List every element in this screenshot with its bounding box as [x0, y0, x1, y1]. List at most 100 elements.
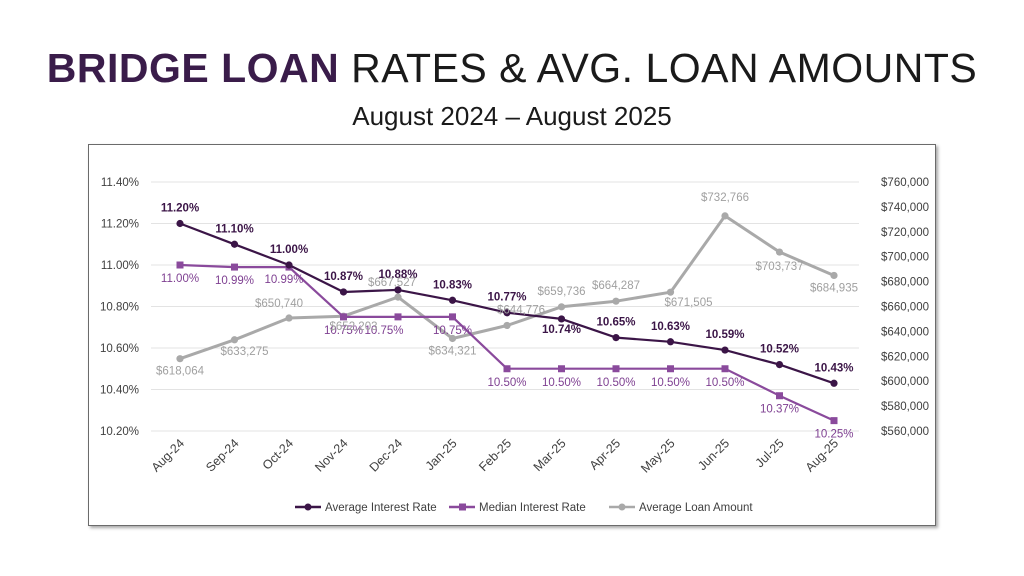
- right-axis-tick-label: $700,000: [881, 252, 929, 264]
- data-point: [340, 313, 347, 321]
- data-point: [612, 365, 620, 373]
- data-point: [176, 219, 184, 228]
- data-point: [503, 365, 511, 373]
- data-label: $634,321: [429, 345, 477, 357]
- data-labels-average-interest-rate: 11.20% 11.10% 11.00% 10.87% 10.88% 10.83% 10.7…: [161, 203, 854, 375]
- right-axis-tick-label: $760,000: [881, 177, 929, 189]
- data-label: 11.00%: [270, 244, 308, 256]
- x-axis-tick-label: Jan-25: [423, 436, 460, 473]
- chart-frame: 10.20% 10.40% 10.60% 10.80% 11.00% 11.20% 11.4…: [88, 144, 936, 526]
- legend: Average Interest Rate Median Interest Rat…: [295, 502, 753, 514]
- data-labels-average-loan-amount: $618,064 $633,275 $650,740 $652,203 $667,527…: [156, 192, 858, 378]
- x-axis-tick-label: Feb-25: [476, 436, 514, 474]
- left-axis-tick-label: 11.40%: [101, 177, 139, 189]
- right-axis-tick-label: $580,000: [881, 401, 929, 413]
- data-point: [503, 321, 511, 330]
- legend-label: Average Interest Rate: [325, 502, 437, 514]
- data-label: 10.25%: [814, 429, 853, 441]
- data-label: 11.00%: [161, 273, 199, 285]
- data-label: 10.63%: [651, 321, 690, 333]
- data-label: 10.37%: [760, 404, 799, 416]
- right-axis-tick-label: $680,000: [881, 277, 929, 289]
- left-axis-tick-label: 10.80%: [100, 302, 139, 314]
- legend-marker: [459, 503, 466, 511]
- data-label: $650,740: [255, 298, 303, 310]
- page-subtitle: August 2024 – August 2025: [352, 101, 672, 131]
- data-label: 10.74%: [542, 324, 581, 336]
- data-point: [830, 271, 838, 280]
- data-label: 11.10%: [215, 223, 253, 235]
- data-label: 10.59%: [705, 329, 744, 341]
- data-point: [775, 361, 784, 369]
- page-title: BRIDGE LOAN RATES & AVG. LOAN AMOUNTS: [0, 44, 1024, 92]
- left-axis-tick-label: 10.60%: [100, 343, 139, 355]
- x-axis-tick-label: Nov-24: [312, 436, 350, 474]
- data-label: $633,275: [221, 346, 269, 358]
- data-point: [448, 334, 457, 343]
- data-point: [666, 338, 675, 346]
- data-label: 10.99%: [215, 275, 254, 287]
- legend-marker: [618, 503, 626, 511]
- data-label: 10.52%: [760, 344, 799, 356]
- data-label: 10.83%: [433, 279, 472, 291]
- left-axis-tick-label: 11.00%: [101, 260, 139, 272]
- data-point: [339, 288, 348, 296]
- right-axis-tick-label: $640,000: [881, 326, 929, 338]
- right-axis: $560,000 $580,000 $600,000 $620,000 $640,000…: [881, 177, 929, 438]
- data-point: [612, 334, 620, 342]
- data-label: 10.75%: [433, 325, 472, 337]
- right-axis-tick-label: $740,000: [881, 202, 929, 214]
- x-axis-tick-label: Jul-25: [753, 436, 787, 470]
- gridlines: [151, 181, 859, 432]
- data-label: 10.50%: [651, 377, 690, 389]
- data-point: [448, 296, 457, 304]
- data-point: [667, 365, 674, 373]
- data-label: $659,736: [538, 286, 586, 298]
- legend-marker: [304, 503, 312, 511]
- data-point: [231, 263, 238, 271]
- data-point: [285, 314, 293, 322]
- data-point: [557, 315, 566, 323]
- data-label: 10.50%: [542, 377, 581, 389]
- data-label: $667,527: [368, 277, 416, 289]
- data-label: 10.65%: [596, 317, 635, 329]
- data-label: $644,776: [497, 304, 545, 316]
- data-point: [285, 261, 293, 269]
- data-label: 10.50%: [705, 377, 744, 389]
- data-point: [721, 365, 729, 373]
- data-point: [830, 379, 838, 387]
- data-point: [775, 248, 784, 256]
- right-axis-tick-label: $620,000: [881, 351, 929, 363]
- data-label: $664,287: [592, 280, 640, 292]
- data-point: [830, 417, 838, 425]
- data-label: $652,203: [330, 321, 378, 333]
- legend-label: Average Loan Amount: [639, 502, 753, 514]
- title-accent: BRIDGE LOAN: [46, 45, 340, 91]
- data-label: 10.43%: [814, 362, 853, 374]
- x-axis-tick-label: Apr-25: [587, 436, 623, 472]
- data-point: [230, 336, 239, 344]
- data-label: $618,064: [156, 366, 205, 378]
- data-point: [558, 365, 565, 373]
- data-label: 11.20%: [161, 203, 199, 215]
- x-axis: Aug-24 Sep-24 Oct-24 Nov-24 Dec-24 Jan-25 Feb-…: [149, 436, 841, 475]
- data-point: [666, 288, 675, 296]
- right-axis-tick-label: $600,000: [881, 376, 929, 388]
- data-label: 10.50%: [487, 377, 526, 389]
- x-axis-tick-label: Oct-24: [260, 436, 296, 472]
- right-axis-tick-label: $560,000: [881, 426, 929, 438]
- data-point: [776, 392, 783, 400]
- data-point: [230, 240, 239, 248]
- data-label: 10.75%: [364, 325, 403, 337]
- data-label: 10.88%: [378, 269, 417, 281]
- data-point: [503, 309, 511, 317]
- x-axis-tick-label: May-25: [638, 436, 677, 475]
- x-axis-tick-label: Sep-24: [203, 436, 241, 474]
- data-point: [721, 346, 729, 354]
- left-axis-tick-label: 11.20%: [101, 219, 139, 231]
- series-average-interest-rate: [176, 219, 838, 387]
- series-line: [179, 263, 835, 422]
- data-label: 10.87%: [324, 271, 363, 283]
- x-axis-tick-label: Aug-25: [803, 436, 841, 474]
- data-point: [449, 313, 456, 321]
